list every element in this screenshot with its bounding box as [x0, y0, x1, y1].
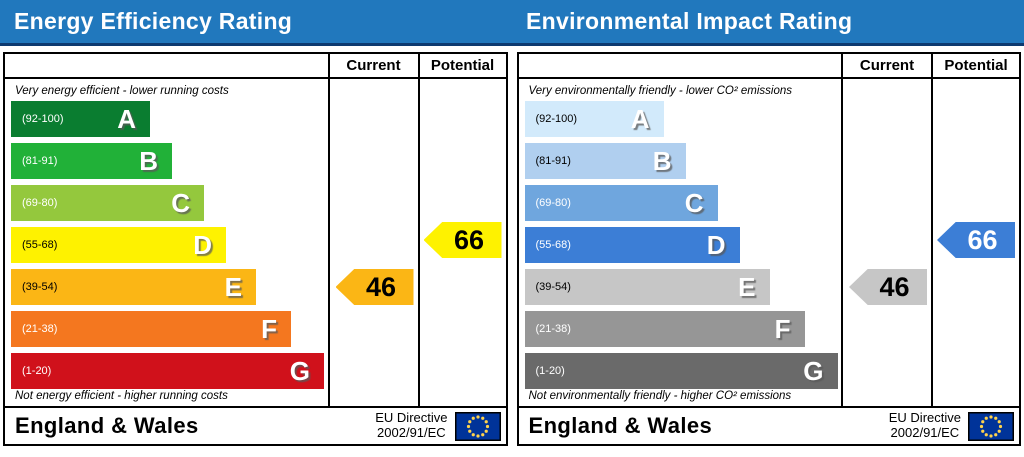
- band-range-label: (55-68): [22, 239, 58, 251]
- potential-rating-arrow: 66: [937, 222, 1015, 258]
- potential-column-header: Potential: [417, 54, 506, 77]
- energy-efficiency-title: Energy Efficiency Rating: [14, 8, 293, 34]
- environmental-impact-panel: Current Potential Very environmentally f…: [516, 52, 1021, 446]
- eu-directive-label: EU Directive 2002/91/EC: [889, 411, 961, 440]
- rating-band-g: (1-20) G: [524, 353, 838, 389]
- band-range-label: (92-100): [535, 113, 578, 125]
- band-letter: G: [803, 356, 824, 386]
- current-column-header: Current: [841, 54, 931, 77]
- rating-band-g: (1-20) G: [11, 353, 324, 389]
- bottom-note: Not environmentally friendly - higher CO…: [528, 390, 792, 402]
- rating-band-d: (55-68) D: [11, 227, 226, 263]
- column-header-row: Current Potential: [5, 54, 506, 79]
- band-letter: A: [117, 104, 136, 134]
- current-column: 46: [841, 79, 931, 406]
- rating-band-b: (81-91) B: [11, 143, 172, 179]
- potential-column: 66: [931, 79, 1019, 406]
- rating-band-d: (55-68) D: [524, 227, 740, 263]
- rating-band-e: (39-54) E: [524, 269, 770, 305]
- rating-band-b: (81-91) B: [524, 143, 686, 179]
- band-letter: G: [289, 356, 310, 386]
- eu-flag-icon: [968, 411, 1014, 441]
- environmental-impact-title: Environmental Impact Rating: [526, 8, 853, 34]
- band-letter: E: [738, 272, 756, 302]
- eu-directive-line2: 2002/91/EC: [890, 425, 960, 440]
- bottom-note: Not energy efficient - higher running co…: [15, 390, 228, 402]
- band-range-label: (81-91): [535, 155, 571, 167]
- bands-area: Very energy efficient - lower running co…: [5, 79, 328, 406]
- top-note: Very environmentally friendly - lower CO…: [528, 85, 793, 97]
- band-letter: E: [224, 272, 242, 302]
- rating-band-c: (69-80) C: [11, 185, 204, 221]
- potential-rating-arrow: 66: [423, 222, 502, 258]
- eu-directive-line2: 2002/91/EC: [377, 425, 446, 440]
- band-letter: B: [139, 146, 158, 176]
- footer-row: England & Wales EU Directive 2002/91/EC: [5, 406, 506, 444]
- rating-scale-body: Very energy efficient - lower running co…: [5, 79, 506, 406]
- band-letter: A: [630, 104, 650, 134]
- band-range-label: (39-54): [22, 281, 58, 293]
- rating-band-a: (92-100) A: [524, 101, 664, 137]
- rating-band-a: (92-100) A: [11, 101, 150, 137]
- rating-band-e: (39-54) E: [11, 269, 256, 305]
- band-letter: C: [684, 188, 704, 218]
- band-range-label: (69-80): [22, 197, 58, 209]
- band-letter: D: [706, 230, 726, 260]
- current-column: 46: [327, 79, 418, 406]
- top-note: Very energy efficient - lower running co…: [15, 85, 229, 97]
- rating-bands: (92-100) A (81-91) B (69-80) C (55-68) D (39-54)…: [524, 101, 838, 395]
- band-letter: D: [193, 230, 212, 260]
- band-range-label: (1-20): [22, 365, 52, 377]
- header-spacer-cell: [519, 54, 842, 77]
- rating-band-f: (21-38) F: [524, 311, 805, 347]
- footer-row: England & Wales EU Directive 2002/91/EC: [518, 406, 1019, 444]
- rating-band-c: (69-80) C: [524, 185, 718, 221]
- rating-bands: (92-100) A (81-91) B (69-80) C (55-68) D (39-54)…: [11, 101, 324, 395]
- band-range-label: (81-91): [22, 155, 58, 167]
- eu-directive-line1: EU Directive: [375, 410, 448, 426]
- potential-column: 66: [417, 79, 506, 406]
- band-range-label: (21-38): [535, 323, 571, 335]
- eu-directive-label: EU Directive 2002/91/EC: [375, 411, 447, 440]
- current-column-header: Current: [327, 54, 418, 77]
- band-range-label: (39-54): [535, 281, 571, 293]
- rating-band-f: (21-38) F: [11, 311, 291, 347]
- eu-directive-line1: EU Directive: [888, 410, 961, 426]
- band-range-label: (21-38): [22, 323, 58, 335]
- eu-flag-icon: [454, 411, 501, 441]
- column-header-row: Current Potential: [518, 54, 1019, 79]
- bands-area: Very environmentally friendly - lower CO…: [519, 79, 842, 406]
- potential-column-header: Potential: [931, 54, 1019, 77]
- band-range-label: (92-100): [22, 113, 64, 125]
- band-letter: C: [171, 188, 190, 218]
- title-band: Energy Efficiency Rating Environmental I…: [0, 0, 1024, 46]
- rating-panels: Current Potential Very energy efficient …: [0, 46, 1024, 446]
- band-letter: F: [261, 314, 277, 344]
- rating-scale-body: Very environmentally friendly - lower CO…: [519, 79, 1020, 406]
- band-range-label: (55-68): [535, 239, 571, 251]
- energy-efficiency-panel: Current Potential Very energy efficient …: [3, 52, 508, 446]
- region-label: England & Wales: [528, 413, 713, 438]
- band-range-label: (1-20): [535, 365, 565, 377]
- band-range-label: (69-80): [535, 197, 571, 209]
- band-letter: F: [774, 314, 791, 344]
- band-letter: B: [652, 146, 672, 176]
- current-rating-arrow: 46: [849, 269, 927, 305]
- region-label: England & Wales: [15, 413, 199, 438]
- current-rating-arrow: 46: [335, 269, 414, 305]
- header-spacer-cell: [5, 54, 328, 77]
